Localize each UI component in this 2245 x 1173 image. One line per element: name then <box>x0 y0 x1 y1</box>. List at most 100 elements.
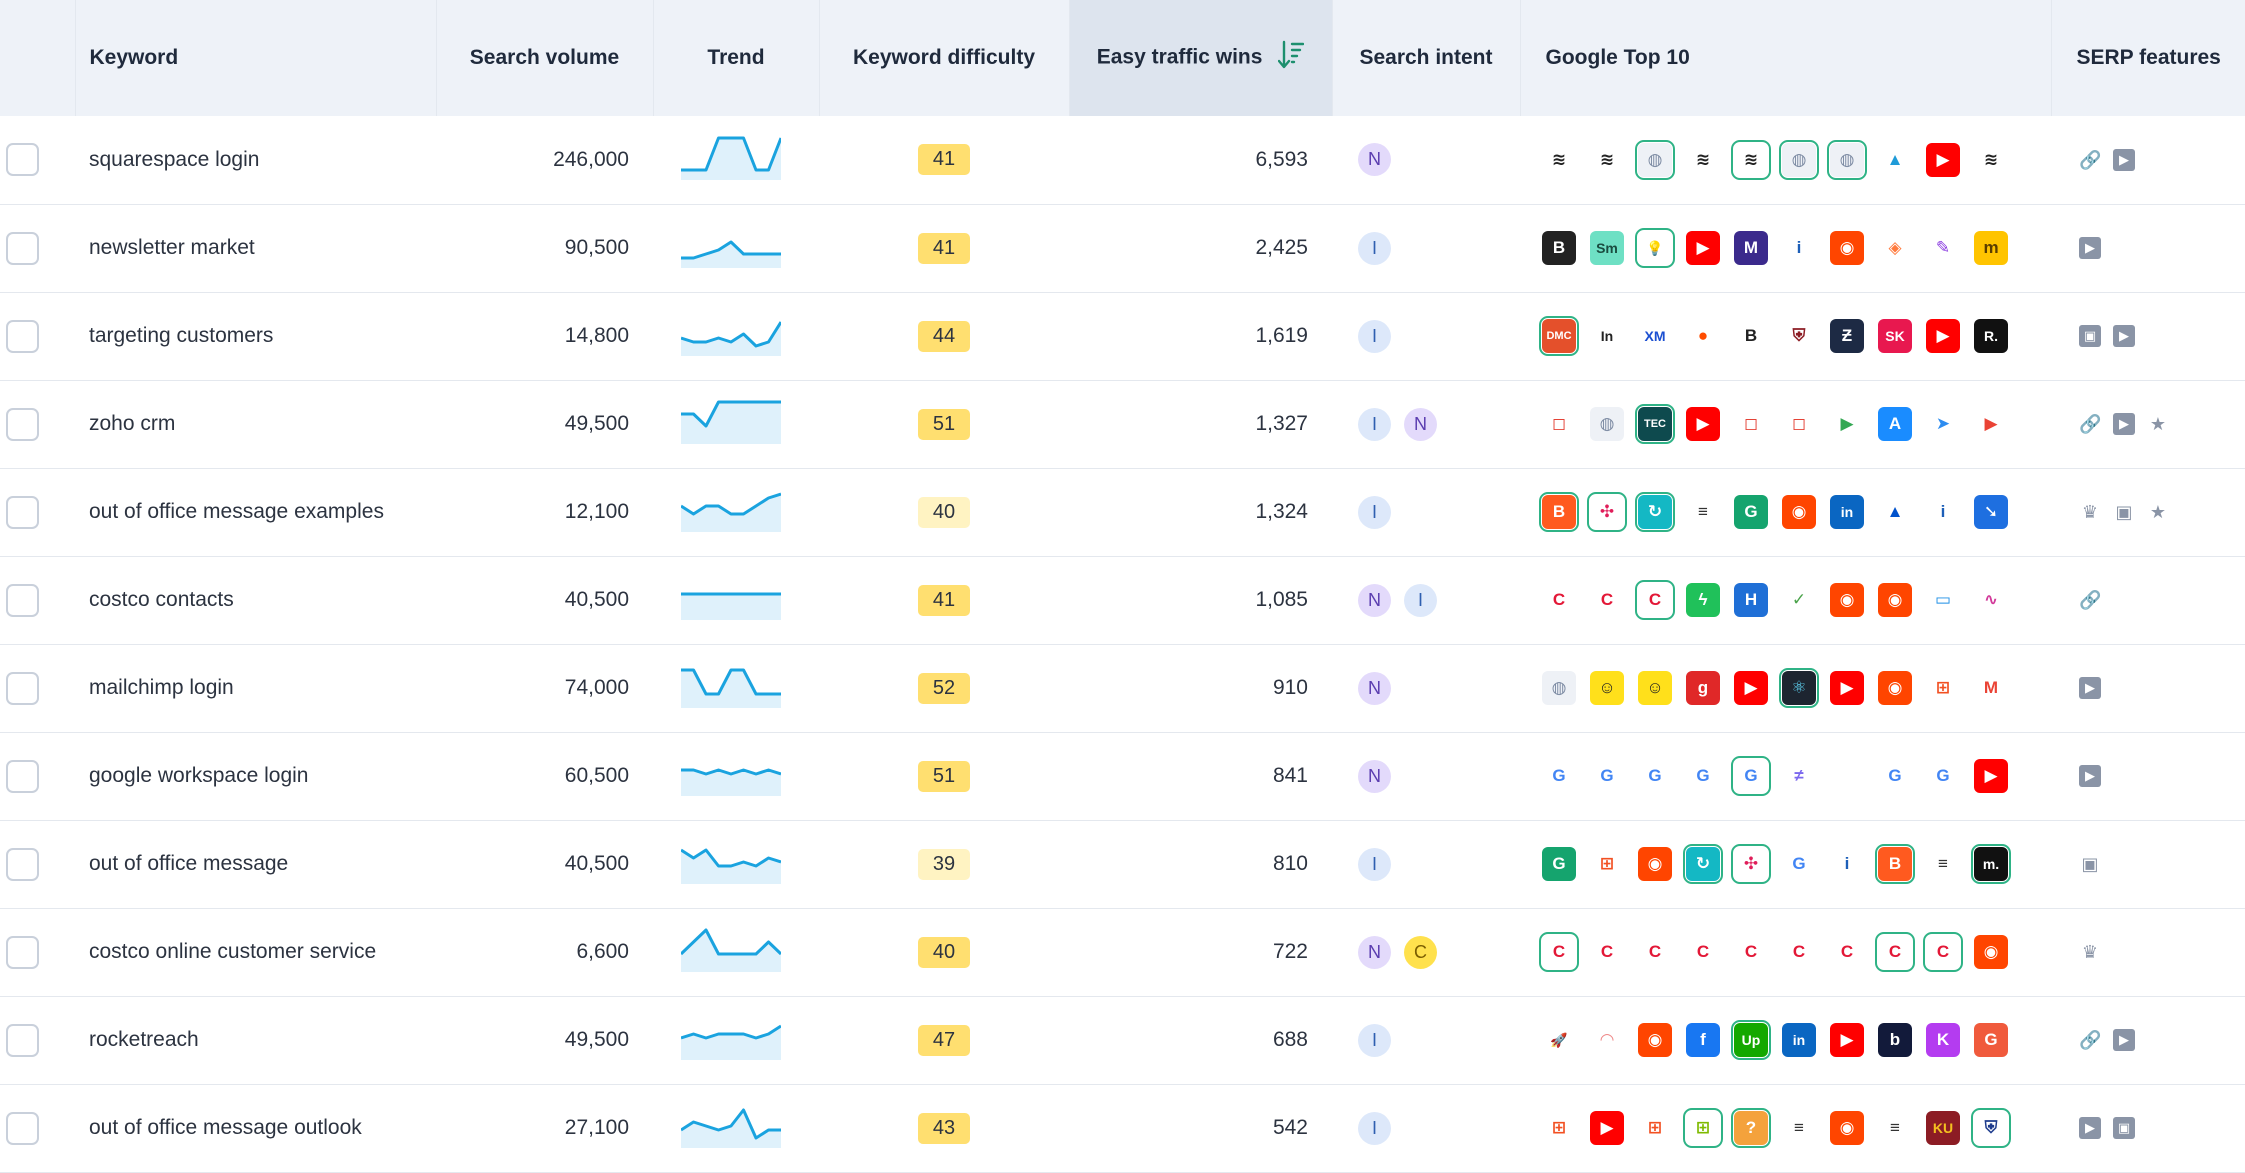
reddit-icon[interactable]: ◉ <box>1638 1023 1672 1057</box>
rocket-icon[interactable]: 🚀 <box>1542 1023 1576 1057</box>
panel-icon[interactable]: ▣ <box>2081 854 2099 875</box>
reddit-icon[interactable]: ◉ <box>1830 1111 1864 1145</box>
globe-icon[interactable]: ◍ <box>1779 139 1819 180</box>
google-icon[interactable]: G <box>1590 759 1624 793</box>
row-checkbox[interactable] <box>6 495 39 529</box>
site-b-icon[interactable]: B <box>1875 844 1915 884</box>
atlassian-icon[interactable]: ▲ <box>1878 495 1912 529</box>
intent-badge[interactable]: N <box>1358 935 1391 969</box>
youtube-icon[interactable]: ▶ <box>1686 231 1720 265</box>
zoho-icon[interactable]: ◻ <box>1782 407 1816 441</box>
keyword-link[interactable]: newsletter market <box>89 236 255 259</box>
mailchimp-icon[interactable]: ☺ <box>1638 671 1672 705</box>
reddit-icon[interactable]: ◉ <box>1974 935 2008 969</box>
intent-badge[interactable]: N <box>1358 143 1391 177</box>
slack-icon[interactable]: ✣ <box>1587 492 1627 532</box>
info-icon[interactable]: i <box>1830 847 1864 881</box>
table-row[interactable]: mailchimp login 74,000 52 910 N ◍ ☺ ☺ g ▶ ⚛ ▶ ◉ ⊞ M ▶ <box>0 644 2245 732</box>
check-icon[interactable]: ✓ <box>1782 583 1816 617</box>
keyword-link[interactable]: zoho crm <box>89 412 176 435</box>
row-checkbox[interactable] <box>6 319 39 353</box>
site-b-icon[interactable]: B <box>1542 231 1576 265</box>
column-header-keyword[interactable]: Keyword <box>75 0 437 116</box>
microsoft-icon[interactable]: ⊞ <box>1638 1111 1672 1145</box>
keyword-link[interactable]: costco contacts <box>89 588 234 611</box>
video-icon[interactable]: ▶ <box>2113 325 2135 348</box>
squarespace-icon[interactable]: ≋ <box>1974 142 2008 177</box>
site-r-icon[interactable]: R. <box>1974 319 2008 353</box>
site-stack-icon[interactable]: ≡ <box>1878 1111 1912 1145</box>
site-sm-icon[interactable]: Sm <box>1590 231 1624 265</box>
info-icon[interactable]: i <box>1926 495 1960 529</box>
substack-icon[interactable]: ◈ <box>1878 231 1912 265</box>
site-in-icon[interactable]: In <box>1590 319 1624 353</box>
site-sk-icon[interactable]: SK <box>1878 319 1912 353</box>
globe-icon[interactable]: ◍ <box>1590 407 1624 441</box>
lightning-icon[interactable]: ϟ <box>1686 583 1720 617</box>
costco-icon[interactable]: C <box>1539 932 1579 972</box>
table-row[interactable]: google workspace login 60,500 51 841 N G G G G G ≠… <box>0 732 2245 820</box>
microsoft-icon[interactable]: ⊞ <box>1590 847 1624 881</box>
slack-icon[interactable]: ✣ <box>1731 844 1771 884</box>
intent-badge[interactable]: I <box>1404 583 1437 617</box>
squarespace-icon[interactable]: ≋ <box>1542 142 1576 177</box>
costco-icon[interactable]: C <box>1635 580 1675 620</box>
zoho-icon[interactable]: ◻ <box>1542 407 1576 441</box>
intent-badge[interactable]: I <box>1358 407 1391 441</box>
intent-badge[interactable]: I <box>1358 231 1391 265</box>
table-row[interactable]: rocketreach 49,500 47 688 I 🚀 ◠ ◉ f Up in ▶ b K G 🔗 ▶ <box>0 996 2245 1084</box>
site-b-icon[interactable]: B <box>1734 319 1768 353</box>
reddit-icon[interactable]: ◉ <box>1782 495 1816 529</box>
dot-icon[interactable]: ● <box>1686 319 1720 353</box>
keyword-link[interactable]: out of office message <box>89 852 289 875</box>
site-ku-icon[interactable]: KU <box>1926 1111 1960 1145</box>
crown-icon[interactable]: ♛ <box>2081 942 2099 963</box>
youtube-icon[interactable]: ▶ <box>1734 671 1768 705</box>
youtube-icon[interactable]: ▶ <box>1926 319 1960 353</box>
linkedin-icon[interactable]: in <box>1782 1023 1816 1057</box>
costco-icon[interactable]: C <box>1686 935 1720 969</box>
intent-badge[interactable]: I <box>1358 495 1391 529</box>
keyword-link[interactable]: squarespace login <box>89 147 260 171</box>
site-h-icon[interactable]: H <box>1734 583 1768 617</box>
reddit-icon[interactable]: ◉ <box>1878 671 1912 705</box>
facebook-icon[interactable]: f <box>1686 1023 1720 1057</box>
info-icon[interactable]: i <box>1782 231 1816 265</box>
row-checkbox[interactable] <box>6 1023 39 1057</box>
video-icon[interactable]: ▶ <box>2079 1117 2101 1140</box>
shield-icon[interactable]: ⛨ <box>1971 1108 2011 1148</box>
crown-icon[interactable]: ♛ <box>2081 502 2099 523</box>
row-checkbox[interactable] <box>6 407 39 441</box>
intent-badge[interactable]: C <box>1404 935 1437 969</box>
video-icon[interactable]: ▶ <box>2113 413 2135 436</box>
table-row[interactable]: out of office message outlook 27,100 43 542… <box>0 1084 2245 1172</box>
intent-badge[interactable]: N <box>1358 759 1391 793</box>
grammarly-icon[interactable]: G <box>1542 847 1576 881</box>
google-play-icon[interactable]: ▶ <box>1974 407 2008 441</box>
row-checkbox[interactable] <box>6 671 39 705</box>
video-icon[interactable]: ▶ <box>2079 237 2101 260</box>
keyword-link[interactable]: costco online customer service <box>89 940 377 963</box>
costco-icon[interactable]: C <box>1875 932 1915 972</box>
intent-badge[interactable]: N <box>1358 671 1391 705</box>
costco-icon[interactable]: C <box>1638 935 1672 969</box>
rainbow-icon[interactable]: ◠ <box>1590 1023 1624 1057</box>
site-arrow-icon[interactable]: ➘ <box>1974 495 2008 529</box>
costco-icon[interactable]: C <box>1923 932 1963 972</box>
row-checkbox[interactable] <box>6 583 39 617</box>
send-icon[interactable]: ➤ <box>1926 407 1960 441</box>
column-header-keyword-difficulty[interactable]: Keyword difficulty <box>819 0 1070 116</box>
site-tec-icon[interactable]: TEC <box>1635 404 1675 444</box>
google-play-icon[interactable]: ▶ <box>1830 407 1864 441</box>
mailerlite-icon[interactable]: M <box>1734 231 1768 265</box>
squarespace-icon[interactable]: ≋ <box>1590 142 1624 177</box>
video-icon[interactable]: ▶ <box>2113 1029 2135 1052</box>
star-icon[interactable]: ★ <box>2149 414 2167 435</box>
site-b-icon[interactable]: B <box>1539 492 1579 532</box>
column-header-trend[interactable]: Trend <box>653 0 820 116</box>
atlassian-icon[interactable]: ▲ <box>1878 142 1912 177</box>
table-row[interactable]: costco online customer service 6,600 40 722… <box>0 908 2245 996</box>
row-checkbox[interactable] <box>6 847 39 881</box>
xm-icon[interactable]: XM <box>1638 319 1672 353</box>
